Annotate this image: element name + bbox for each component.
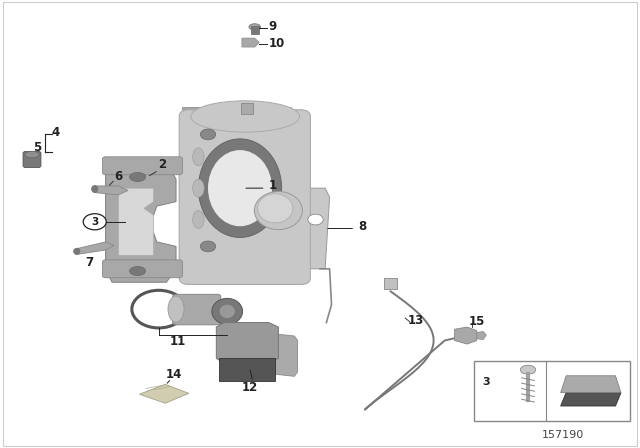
Circle shape: [83, 214, 106, 230]
Polygon shape: [561, 393, 621, 406]
FancyBboxPatch shape: [23, 151, 41, 168]
Text: 14: 14: [166, 368, 182, 381]
Ellipse shape: [208, 150, 272, 226]
Ellipse shape: [92, 185, 98, 193]
Text: 2: 2: [158, 158, 166, 172]
Circle shape: [200, 241, 216, 252]
Bar: [384, 278, 397, 289]
Text: 5: 5: [33, 141, 41, 155]
Bar: [241, 103, 253, 114]
Ellipse shape: [74, 248, 80, 254]
Polygon shape: [182, 108, 301, 260]
Ellipse shape: [129, 267, 146, 276]
Ellipse shape: [25, 151, 39, 158]
Text: 9: 9: [269, 20, 277, 34]
Ellipse shape: [219, 304, 236, 319]
FancyBboxPatch shape: [179, 110, 310, 284]
Ellipse shape: [198, 139, 282, 237]
Polygon shape: [253, 332, 298, 376]
Ellipse shape: [249, 24, 260, 30]
FancyBboxPatch shape: [102, 260, 182, 278]
Ellipse shape: [520, 365, 536, 374]
Text: 7: 7: [86, 255, 93, 269]
Bar: [251, 26, 259, 34]
Text: 3: 3: [91, 217, 99, 227]
Polygon shape: [306, 188, 330, 269]
Ellipse shape: [168, 296, 184, 322]
Polygon shape: [454, 327, 477, 344]
Ellipse shape: [212, 298, 243, 324]
FancyBboxPatch shape: [173, 294, 221, 325]
Ellipse shape: [193, 211, 204, 228]
Polygon shape: [140, 384, 189, 403]
Ellipse shape: [193, 148, 204, 166]
Text: 6: 6: [115, 169, 122, 183]
Polygon shape: [561, 376, 621, 393]
Polygon shape: [95, 186, 128, 195]
Ellipse shape: [191, 101, 300, 132]
Polygon shape: [118, 188, 154, 255]
Text: 3: 3: [483, 377, 490, 387]
Circle shape: [308, 214, 323, 225]
Ellipse shape: [129, 172, 146, 181]
Polygon shape: [477, 332, 486, 340]
Polygon shape: [216, 323, 278, 363]
Text: 13: 13: [408, 314, 424, 327]
Text: 1: 1: [269, 179, 277, 193]
Text: 10: 10: [269, 37, 285, 51]
Text: 11: 11: [170, 335, 186, 348]
Bar: [474, 361, 630, 421]
Polygon shape: [77, 242, 114, 254]
Polygon shape: [106, 161, 176, 282]
FancyBboxPatch shape: [102, 157, 182, 175]
Ellipse shape: [193, 179, 204, 197]
Text: 12: 12: [241, 381, 258, 395]
Ellipse shape: [257, 194, 293, 223]
Text: 157190: 157190: [542, 431, 584, 440]
Text: 8: 8: [358, 220, 367, 233]
Circle shape: [200, 129, 216, 140]
Polygon shape: [242, 38, 259, 47]
Polygon shape: [219, 358, 275, 381]
Ellipse shape: [254, 191, 302, 229]
Text: 15: 15: [468, 315, 485, 328]
Text: 4: 4: [51, 125, 60, 139]
